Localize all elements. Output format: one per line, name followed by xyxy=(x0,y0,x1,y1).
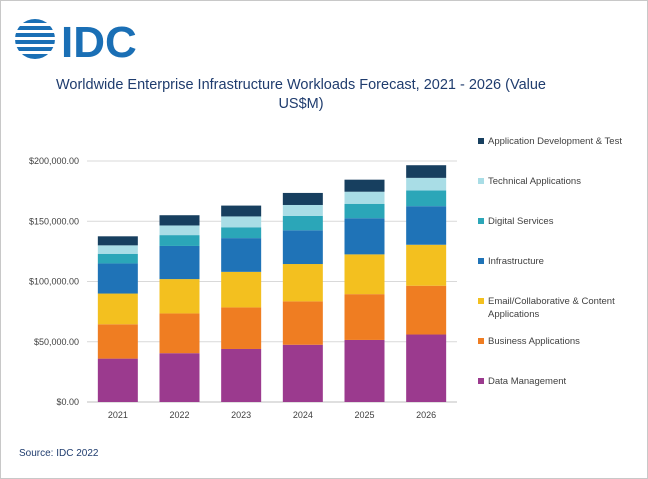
bar-segment xyxy=(97,358,138,402)
bar-segment xyxy=(406,334,447,402)
bar-segment xyxy=(406,285,447,335)
bar-segment xyxy=(344,203,385,219)
legend-label: Application Development & Test xyxy=(488,136,622,147)
bar-segment xyxy=(97,293,138,325)
legend-swatch xyxy=(478,258,484,264)
legend-label: Email/Collaborative & Content Application… xyxy=(488,296,615,320)
bar-segment xyxy=(221,227,262,239)
x-tick-label: 2022 xyxy=(169,410,189,420)
bar-segment xyxy=(282,264,323,302)
x-tick-label: 2023 xyxy=(231,410,251,420)
legend-label: Business Applications xyxy=(488,336,580,347)
bar-segment xyxy=(221,238,262,272)
x-tick-label: 2021 xyxy=(108,410,128,420)
chart-title: Worldwide Enterprise Infrastructure Work… xyxy=(55,77,546,112)
bar-segment xyxy=(344,339,385,402)
bar-segment xyxy=(221,307,262,349)
bar-segment xyxy=(221,216,262,228)
y-tick-label: $0.00 xyxy=(56,397,79,407)
bar-segment xyxy=(344,218,385,255)
y-tick-label: $50,000.00 xyxy=(34,337,79,347)
bar-segment xyxy=(97,245,138,254)
stacked-bar-chart: $0.00 $50,000.00 $100,000.00 $150,000.00 $20… xyxy=(29,136,622,420)
bar-segment xyxy=(159,235,200,246)
y-tick-label: $100,000.00 xyxy=(29,277,79,287)
logo-wordmark: IDC xyxy=(61,19,137,63)
bar-segment xyxy=(221,271,262,308)
bar-segment xyxy=(97,253,138,264)
bar-segment xyxy=(159,353,200,402)
y-tick-label: $150,000.00 xyxy=(29,216,79,226)
legend-label: Technical Applications xyxy=(488,176,581,187)
bar-segment xyxy=(159,279,200,314)
bar-segment xyxy=(97,236,138,246)
bar-segment xyxy=(221,348,262,402)
x-tick-label: 2024 xyxy=(293,410,313,420)
bar-segment xyxy=(344,191,385,204)
bar-segment xyxy=(282,230,323,265)
bar-segment xyxy=(282,204,323,216)
bar-segment xyxy=(406,177,447,191)
bar-segment xyxy=(282,192,323,205)
legend-swatch xyxy=(478,298,484,304)
bar-segment xyxy=(282,344,323,402)
bar-segment xyxy=(406,206,447,245)
bar-segment xyxy=(344,179,385,192)
legend-label: Data Management xyxy=(488,376,567,387)
idc-logo: IDC xyxy=(15,19,137,63)
bar-segment xyxy=(159,245,200,280)
bar-segment xyxy=(221,205,262,217)
source-note: Source: IDC 2022 xyxy=(19,448,99,459)
bar-segment xyxy=(97,263,138,294)
y-tick-label: $200,000.00 xyxy=(29,156,79,166)
legend-swatch xyxy=(478,378,484,384)
legend-label: Digital Services xyxy=(488,216,554,227)
x-tick-label: 2025 xyxy=(354,410,374,420)
legend-swatch xyxy=(478,178,484,184)
legend-label: Infrastructure xyxy=(488,256,544,267)
bar-segment xyxy=(406,244,447,286)
legend-swatch xyxy=(478,218,484,224)
legend-swatch xyxy=(478,338,484,344)
bar-segment xyxy=(344,294,385,340)
bar-segment xyxy=(282,301,323,345)
bar-segment xyxy=(344,254,385,295)
bar-segment xyxy=(159,215,200,226)
legend-swatch xyxy=(478,138,484,144)
bar-segment xyxy=(406,165,447,178)
bar-segment xyxy=(97,324,138,359)
bar-segment xyxy=(406,190,447,207)
globe-icon xyxy=(15,19,55,59)
x-tick-label: 2026 xyxy=(416,410,436,420)
bar-segment xyxy=(159,225,200,236)
bar-segment xyxy=(159,313,200,354)
bar-segment xyxy=(282,215,323,231)
